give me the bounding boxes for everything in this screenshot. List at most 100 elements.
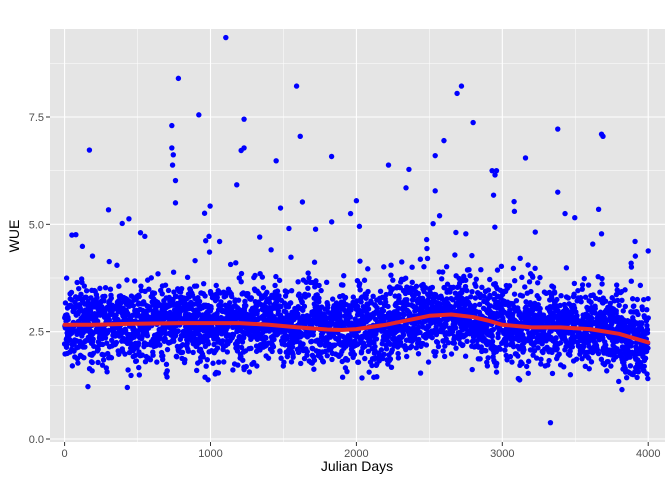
data-point	[341, 273, 347, 279]
data-point	[390, 277, 396, 283]
data-point	[574, 313, 580, 319]
data-point	[245, 290, 251, 297]
data-point	[460, 342, 466, 348]
data-point	[69, 363, 76, 369]
data-point	[278, 355, 284, 361]
data-point	[629, 296, 636, 302]
data-point	[512, 278, 518, 284]
data-point	[94, 318, 101, 324]
data-point	[299, 299, 305, 305]
data-point	[632, 238, 638, 245]
data-point	[615, 297, 621, 304]
data-point	[296, 291, 302, 297]
data-point	[378, 347, 385, 353]
data-point	[365, 348, 372, 355]
data-point	[558, 293, 564, 299]
data-point	[467, 273, 473, 279]
data-point	[413, 283, 420, 289]
data-point	[450, 284, 457, 291]
data-point	[311, 357, 318, 363]
data-point	[595, 350, 602, 357]
data-point	[133, 358, 140, 364]
data-point	[270, 344, 277, 350]
data-point	[549, 370, 556, 377]
data-point-outlier	[170, 152, 176, 158]
data-point	[479, 284, 485, 290]
data-point	[216, 238, 223, 245]
data-point	[165, 287, 172, 294]
data-point	[340, 282, 346, 288]
data-point	[277, 348, 283, 355]
data-point	[122, 327, 129, 334]
data-point	[641, 363, 647, 369]
data-point	[417, 329, 423, 336]
data-point	[503, 342, 509, 348]
data-point	[526, 279, 533, 285]
data-point-outlier	[353, 198, 360, 204]
data-point	[79, 243, 86, 250]
data-point	[252, 272, 258, 279]
data-point	[382, 299, 389, 305]
data-point	[645, 345, 651, 351]
data-point	[284, 289, 290, 295]
data-point	[395, 305, 401, 312]
data-point	[539, 341, 545, 347]
data-point	[635, 311, 641, 318]
data-point	[275, 308, 282, 314]
data-point	[622, 287, 628, 293]
data-point	[416, 336, 422, 343]
data-point	[65, 316, 71, 323]
data-point	[356, 223, 363, 230]
data-point	[519, 360, 525, 367]
data-point	[639, 306, 646, 313]
data-point	[214, 345, 221, 351]
data-point	[266, 299, 273, 306]
data-point	[608, 363, 614, 369]
data-point-outlier	[489, 167, 495, 174]
data-point	[487, 303, 494, 309]
data-point	[627, 363, 634, 369]
data-point	[365, 266, 371, 272]
data-point	[631, 303, 637, 309]
data-point	[260, 284, 267, 291]
data-point-outlier	[432, 188, 438, 194]
data-point	[519, 293, 526, 299]
data-point	[210, 360, 216, 366]
data-point-outlier	[555, 189, 561, 195]
data-point	[303, 279, 309, 285]
data-point	[521, 347, 527, 353]
data-point	[78, 291, 84, 298]
data-point	[442, 343, 448, 349]
data-point	[581, 275, 587, 282]
data-point	[517, 255, 523, 262]
data-point	[107, 286, 114, 292]
data-point	[337, 312, 343, 319]
data-point	[207, 203, 213, 209]
data-point	[342, 294, 349, 301]
data-point	[357, 287, 363, 293]
data-point	[628, 278, 635, 284]
data-point	[628, 264, 635, 270]
data-point	[600, 335, 606, 341]
data-point	[588, 299, 594, 306]
data-point	[470, 338, 477, 344]
data-point	[567, 352, 573, 358]
data-point	[300, 341, 306, 347]
y-axis: 0.0 2.5 5.0 7.5	[29, 112, 50, 446]
data-point	[572, 214, 578, 221]
data-point	[578, 299, 584, 305]
data-point-outlier	[492, 172, 498, 178]
data-point	[400, 332, 407, 338]
data-point	[83, 294, 89, 300]
data-point	[311, 259, 318, 265]
data-point	[102, 284, 109, 291]
y-tick-label: 5.0	[29, 219, 44, 231]
data-point	[443, 321, 449, 328]
data-point	[444, 296, 450, 302]
data-point	[522, 155, 529, 161]
data-point	[548, 328, 555, 334]
data-point	[511, 291, 518, 297]
data-point	[634, 374, 640, 381]
data-point	[81, 355, 87, 361]
data-point	[557, 302, 563, 309]
